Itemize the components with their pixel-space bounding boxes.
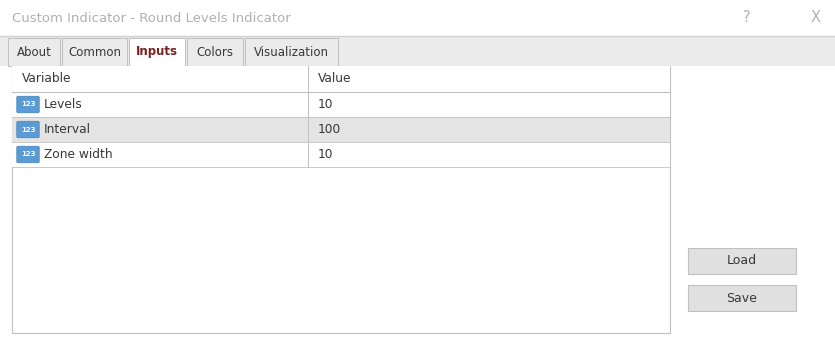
Bar	[12, 66, 670, 92]
Text: 100: 100	[318, 123, 342, 136]
Bar	[245, 38, 338, 66]
Bar	[187, 38, 243, 66]
Bar	[12, 117, 670, 142]
Text: Value: Value	[318, 72, 352, 85]
Text: X: X	[811, 11, 821, 25]
Text: Custom Indicator - Round Levels Indicator: Custom Indicator - Round Levels Indicato…	[12, 12, 291, 24]
Bar	[688, 285, 796, 311]
Bar	[12, 92, 670, 117]
Text: About: About	[17, 46, 52, 59]
Text: 10: 10	[318, 148, 333, 161]
Bar	[62, 38, 127, 66]
Bar	[8, 38, 60, 66]
Text: 123: 123	[21, 127, 35, 132]
Bar	[688, 248, 796, 274]
Text: Inputs: Inputs	[136, 46, 178, 59]
FancyBboxPatch shape	[17, 96, 39, 113]
Text: Zone width: Zone width	[44, 148, 113, 161]
Bar	[0, 0, 835, 36]
Text: Variable: Variable	[22, 72, 72, 85]
Text: Load: Load	[727, 255, 757, 268]
Text: Levels: Levels	[44, 98, 83, 111]
FancyBboxPatch shape	[17, 146, 39, 163]
Text: Visualization: Visualization	[254, 46, 329, 59]
Text: 123: 123	[21, 102, 35, 107]
Text: Interval: Interval	[44, 123, 91, 136]
Bar	[0, 36, 835, 66]
Bar	[12, 66, 670, 333]
FancyBboxPatch shape	[17, 121, 39, 138]
Bar	[12, 142, 670, 167]
Text: Colors: Colors	[196, 46, 234, 59]
Text: ?: ?	[743, 11, 751, 25]
Text: Common: Common	[68, 46, 121, 59]
Bar	[129, 38, 185, 66]
Text: 123: 123	[21, 152, 35, 157]
Text: Save: Save	[726, 292, 757, 305]
Text: 10: 10	[318, 98, 333, 111]
